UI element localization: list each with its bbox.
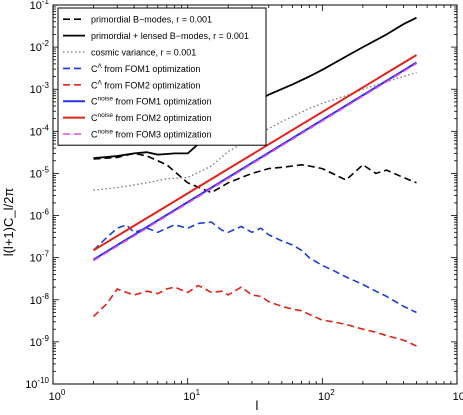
y-tick-label: 10-5 (30, 165, 50, 180)
series-line-6 (92, 61, 418, 261)
series-line-7 (92, 54, 418, 252)
legend-entry-2: primordial + lensed B−modes, r = 0.001 (91, 31, 249, 41)
y-tick-label: 10-1 (30, 0, 50, 12)
series-line-1 (93, 152, 417, 194)
legend-entry-8: Cnoise from FOM3 optimization (91, 129, 212, 140)
series-line-3 (93, 71, 417, 191)
series-line-8 (93, 62, 417, 262)
axis-tick-labels: 100 101 102 103 10-10 10-9 10-8 10-7 10-6 10-5 10-… (25, 0, 463, 403)
legend-entry-7: Cnoise from FOM2 optimization (91, 112, 212, 123)
y-tick-label: 10-10 (25, 376, 49, 391)
x-tick-label: 102 (318, 388, 335, 403)
legend: primordial B−modes, r = 0.001 primordial … (57, 7, 267, 146)
x-tick-label: 101 (183, 388, 200, 403)
y-tick-label: 10-6 (30, 208, 50, 223)
plot-frame (52, 4, 458, 385)
legend-entry-5: CΛ from FOM2 optimization (91, 79, 200, 90)
legend-entry-6: Cnoise from FOM1 optimization (91, 96, 212, 107)
series-line-4 (92, 221, 417, 314)
x-axis-label: l (256, 398, 259, 413)
y-tick-label: 10-4 (30, 123, 50, 138)
y-axis-label: l(l+1)C_l/2π (1, 188, 16, 257)
y-tick-label: 10-9 (30, 334, 50, 349)
y-tick-label: 10-7 (30, 250, 50, 265)
y-tick-label: 10-3 (30, 81, 50, 96)
x-tick-label: 103 (453, 388, 463, 403)
legend-box (57, 7, 267, 146)
legend-entry-3: cosmic variance, r = 0.001 (91, 48, 196, 58)
legend-entry-4: CΛ from FOM1 optimization (91, 63, 200, 74)
legend-entry-1: primordial B−modes, r = 0.001 (91, 15, 212, 25)
axis-ticks (52, 4, 458, 385)
y-tick-label: 10-8 (30, 292, 50, 307)
x-tick-label: 100 (49, 388, 66, 403)
series-line-5 (92, 284, 417, 347)
y-tick-label: 10-2 (30, 39, 50, 54)
